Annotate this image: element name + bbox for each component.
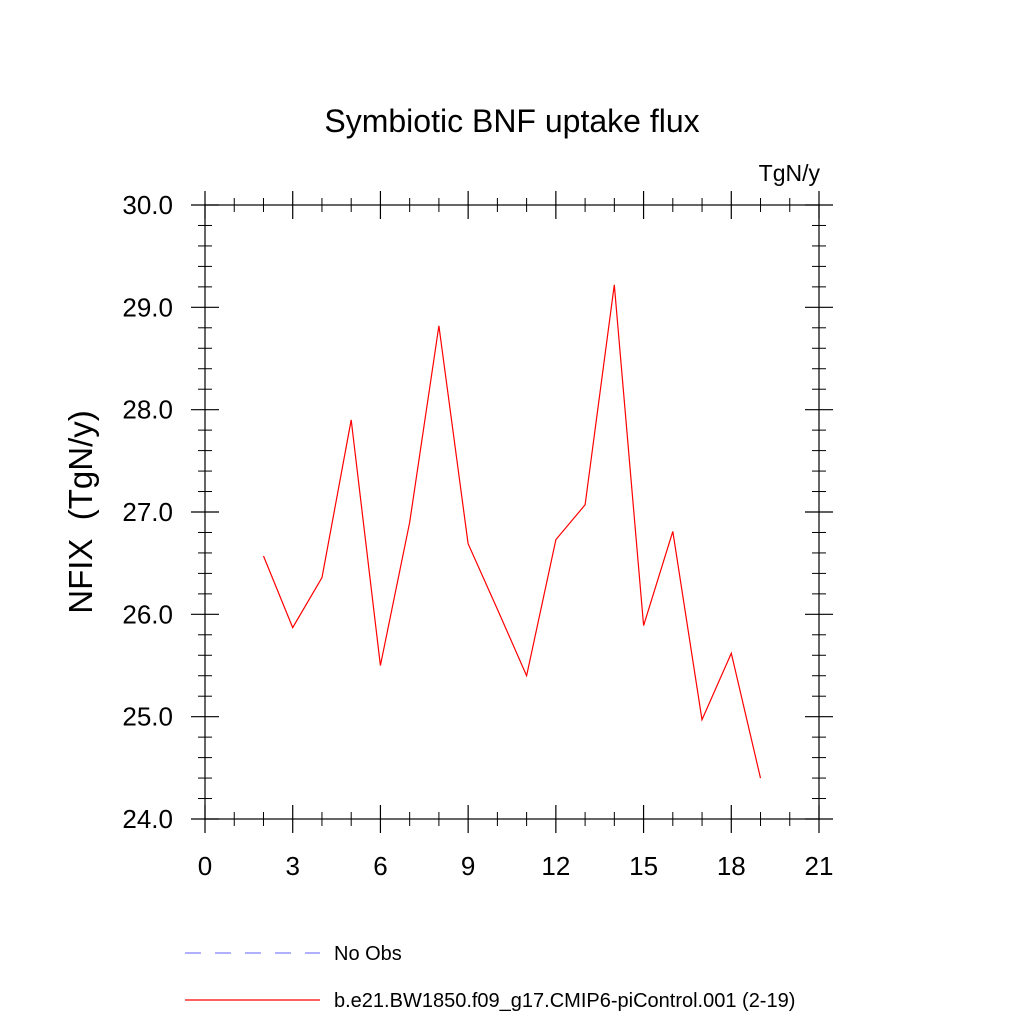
x-tick-label: 6	[373, 851, 387, 881]
legend-label-1: b.e21.BW1850.f09_g17.CMIP6-piControl.001…	[334, 990, 795, 1012]
chart-title: Symbiotic BNF uptake flux	[324, 103, 699, 139]
x-tick-label: 3	[285, 851, 299, 881]
plot-frame	[204, 204, 820, 820]
x-tick-label: 0	[198, 851, 212, 881]
series-line-1	[262, 284, 762, 779]
x-tick-label: 9	[461, 851, 475, 881]
legend-label-0: No Obs	[334, 943, 402, 965]
legend: No Obs b.e21.BW1850.f09_g17.CMIP6-piContr…	[185, 943, 795, 1012]
x-tick-label: 12	[541, 851, 570, 881]
y-tick-label: 27.0	[122, 497, 173, 527]
y-tick-label: 25.0	[122, 702, 173, 732]
y-tick-label: 24.0	[122, 804, 173, 834]
units-label: TgN/y	[759, 160, 821, 186]
y-tick-label: 26.0	[122, 599, 173, 629]
y-axis-label: NFIX (TgN/y)	[62, 410, 99, 614]
x-tick-label: 21	[805, 851, 834, 881]
y-tick-label: 30.0	[122, 190, 173, 220]
y-tick-label: 29.0	[122, 292, 173, 322]
x-tick-label: 15	[629, 851, 658, 881]
y-tick-label: 28.0	[122, 395, 173, 425]
plot-area: 0 3 6 9 12 15 18 21 24.0 25.0 26.0 27.0 28.0 29.0 30.0	[122, 190, 833, 881]
x-tick-label: 18	[717, 851, 746, 881]
